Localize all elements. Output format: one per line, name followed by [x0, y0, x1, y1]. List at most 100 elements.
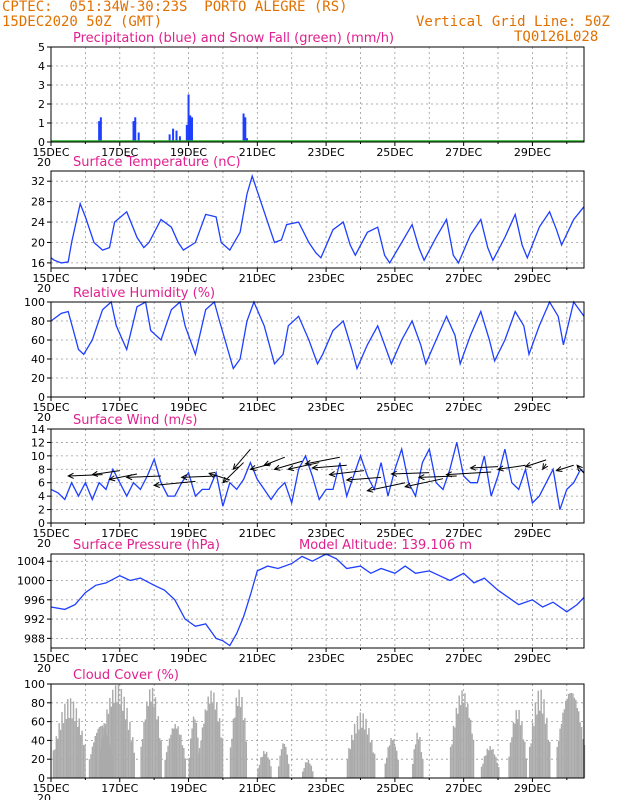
cloud-bar	[544, 723, 547, 778]
x-tick-label: 17DEC	[101, 146, 138, 159]
cloud-bar	[489, 746, 491, 778]
x-tick-label: 29DEC	[514, 272, 551, 285]
wind-arrow-shaft	[470, 466, 499, 469]
cloud-bar	[200, 740, 202, 778]
cloud-bar	[508, 756, 510, 778]
cloud-bar	[55, 736, 58, 778]
cloud-bar	[282, 743, 284, 778]
cloud-bar	[123, 696, 125, 778]
cloud-bar	[263, 750, 265, 778]
precip-bar	[185, 124, 188, 142]
cloud-bar	[107, 713, 110, 778]
cloud-bar	[220, 737, 222, 778]
cloud-bar	[129, 721, 131, 778]
cloud-bar	[522, 739, 525, 778]
wind-arrow-shaft	[222, 462, 244, 484]
cloud-bar	[390, 737, 392, 778]
series-line-wind	[50, 442, 585, 510]
cloud-bar	[79, 735, 82, 778]
cloud-bar	[518, 709, 520, 778]
cloud-bar	[77, 726, 79, 778]
cloud-bar	[94, 735, 96, 778]
cloud-bar	[575, 699, 577, 778]
cloud-bar	[394, 746, 397, 778]
cloud-bar	[358, 729, 360, 778]
cloud-bar	[189, 738, 192, 778]
precip-bar	[178, 136, 181, 142]
cloud-bar	[570, 692, 573, 778]
x-tick-label: 17DEC	[101, 272, 138, 285]
y-tick-label: 12	[31, 436, 45, 449]
x-tick-label: 15DEC	[32, 652, 69, 665]
y-tick-label: 2	[38, 98, 45, 111]
cloud-bar	[493, 754, 496, 778]
wind-arrow-head	[249, 465, 257, 471]
precip-bar	[244, 117, 247, 142]
y-tick-label: 80	[31, 697, 45, 710]
cloud-bar	[258, 764, 261, 778]
wind-arrow-head	[576, 464, 583, 472]
cloud-bar	[498, 767, 500, 778]
cloud-bar	[102, 735, 104, 778]
panel-precipitation: 0 1 2 3 4 5 15DEC 17DEC 19DEC 21DEC 23DEC 25DEC 27DE…	[32, 31, 585, 169]
cloud-bar	[106, 709, 108, 778]
wind-arrow-head	[263, 460, 271, 467]
cloud-bar	[419, 736, 421, 778]
x-tick-label: 17DEC	[101, 401, 138, 414]
cloud-bar	[286, 754, 288, 778]
x-tick-label: 19DEC	[170, 146, 207, 159]
cloud-bar	[245, 741, 248, 778]
cloud-bar	[231, 738, 233, 778]
cloud-bar	[153, 706, 155, 778]
cloud-bar	[168, 738, 171, 778]
x-tick-label: 17DEC	[101, 527, 138, 540]
wind-arrow-head	[304, 459, 312, 466]
cloud-bar	[194, 719, 196, 778]
header-grid-line: Vertical Grid Line: 50Z	[416, 14, 610, 30]
cloud-bar	[514, 723, 516, 778]
x-tick-label: 15DEC	[32, 146, 69, 159]
cloud-bar	[524, 741, 526, 778]
cloud-bar	[184, 758, 186, 778]
cloud-bar	[112, 689, 114, 778]
cloud-bar	[483, 756, 486, 778]
precip-bar	[246, 138, 249, 142]
y-tick-label: 20	[31, 236, 45, 249]
wind-arrow-shaft	[250, 463, 272, 470]
x-tick-label: 23DEC	[308, 652, 345, 665]
cloud-bar	[208, 703, 211, 778]
panel-title: Surface Pressure (hPa)	[73, 538, 220, 553]
cloud-bar	[572, 693, 574, 778]
cloud-bar	[359, 712, 362, 778]
cloud-bar	[277, 766, 280, 778]
cloud-bar	[420, 752, 423, 778]
cloud-bar	[449, 746, 452, 778]
panel-title: Surface Temperature (nC)	[73, 155, 241, 170]
cloud-bar	[391, 740, 394, 778]
cloud-bar	[210, 690, 212, 778]
cloud-bar	[183, 747, 185, 778]
wind-arrow-head	[390, 470, 398, 477]
x-tick-label: 27DEC	[445, 782, 482, 795]
y-tick-label: 0	[38, 772, 45, 785]
cloud-bar	[99, 749, 101, 778]
cloud-bar	[482, 763, 484, 778]
cloud-bar	[177, 726, 179, 778]
cloud-bar	[579, 722, 581, 778]
cloud-bar	[279, 755, 281, 778]
cloud-bar	[472, 739, 475, 778]
panel-pressure: 988 992 996 1000 1004 15DEC 17DEC 19DEC 21DEC 23D…	[17, 538, 585, 675]
wind-arrow-head	[555, 466, 563, 473]
x-subtick-label: 20	[37, 537, 51, 550]
precip-bar	[242, 113, 245, 142]
cloud-bar	[416, 732, 418, 778]
cloud-bar	[260, 757, 262, 778]
cloud-bar	[270, 766, 272, 778]
y-tick-label: 24	[31, 216, 45, 229]
wind-arrow-head	[232, 463, 239, 471]
x-tick-label: 29DEC	[514, 146, 551, 159]
cloud-bar	[75, 708, 78, 778]
x-tick-label: 27DEC	[445, 272, 482, 285]
cloud-bar	[462, 702, 465, 778]
precip-bar	[168, 134, 171, 142]
